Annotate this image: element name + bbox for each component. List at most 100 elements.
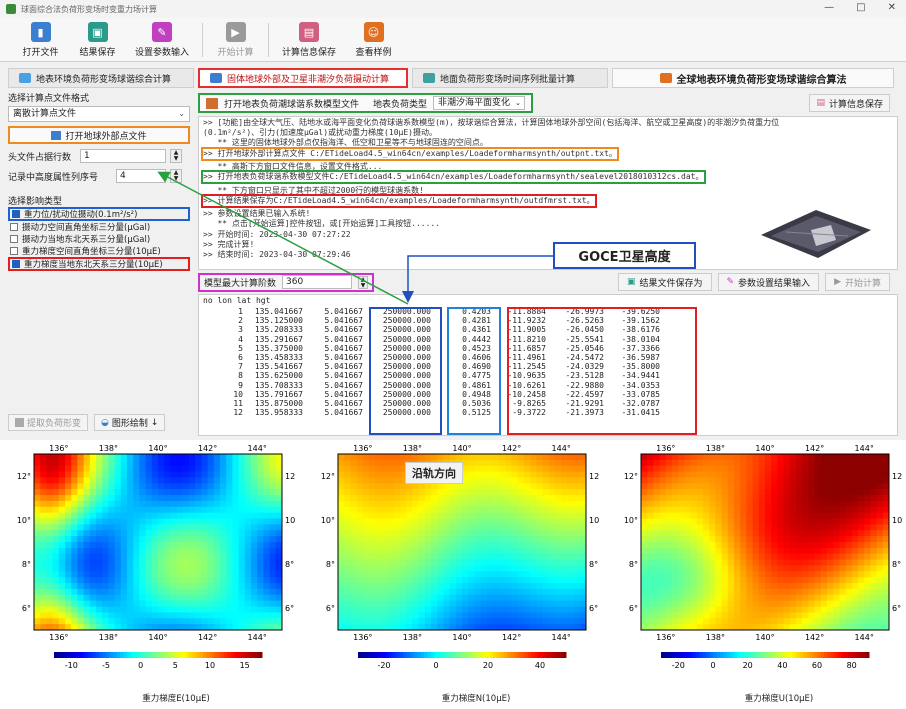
height-col-input[interactable]: 4 — [116, 169, 166, 183]
heatmap-cell — [555, 495, 562, 502]
heatmap-cell — [548, 465, 556, 473]
heatmap-cell — [783, 559, 791, 566]
checkbox[interactable] — [10, 247, 18, 255]
spinner[interactable]: ▲ ▼ — [170, 169, 182, 183]
save-calc-info-button[interactable]: ▤ 计算信息保存 — [273, 18, 345, 61]
extract-load-button[interactable]: 提取负荷形变 — [8, 414, 89, 431]
heatmap-cell — [251, 483, 258, 490]
open-external-points-button[interactable]: 打开地球外部点文件 — [8, 126, 190, 144]
heatmap-cell — [789, 465, 797, 473]
open-model-button[interactable]: 打开地表负荷潮球谐系数模型文件 — [224, 99, 360, 110]
heatmap-cell — [517, 559, 525, 566]
heatmap-cell — [344, 577, 351, 584]
heatmap-cell — [678, 489, 685, 496]
heatmap-cell — [690, 459, 698, 467]
param-settings-input-button[interactable]: ✎ 参数设置结果输入 — [717, 273, 820, 291]
colorbar-segment — [768, 652, 773, 658]
heatmap-cell — [858, 471, 865, 478]
heatmap-cell — [213, 606, 221, 613]
heatmap-cell — [827, 542, 834, 549]
effect-checkbox-xyz-force[interactable]: 摄动力空间直角坐标三分量(μGal) — [8, 221, 190, 233]
heatmap-cell — [505, 547, 513, 555]
effect-checkbox-xyz-gradient[interactable]: 重力梯度空间直角坐标三分量(10μE) — [8, 245, 190, 257]
heatmap-cell — [678, 553, 685, 561]
heatmap-cell — [876, 624, 884, 631]
checkbox[interactable] — [12, 260, 20, 268]
heatmap-cell — [499, 471, 506, 478]
heatmap-cell — [833, 612, 840, 619]
heatmap-cell — [96, 483, 103, 490]
heatmap-cell — [530, 454, 537, 461]
checkbox[interactable] — [10, 223, 18, 231]
heatmap-cell — [71, 553, 78, 561]
start-calc-small-button[interactable]: ▶ 开始计算 — [825, 273, 890, 291]
open-file-button[interactable]: ▮ 打开文件 — [12, 18, 69, 61]
spinner[interactable]: ▲ ▼ — [358, 275, 369, 289]
heatmap-cell — [864, 618, 871, 625]
heatmap-cell — [89, 618, 97, 625]
max-degree-input[interactable]: 360 — [282, 275, 353, 289]
heatmap-cell — [468, 489, 475, 496]
heatmap-cell — [690, 588, 698, 596]
heatmap-cell — [721, 524, 729, 531]
heatmap-cell — [746, 483, 754, 490]
maximize-icon[interactable]: □ — [856, 2, 866, 13]
heatmap-cell — [517, 500, 525, 508]
format-select[interactable]: 离散计算点文件 ⌄ — [8, 106, 190, 122]
heatmap-cell — [672, 571, 679, 578]
heatmap-cell — [876, 483, 884, 490]
heatmap-cell — [493, 618, 500, 625]
heatmap-cell — [133, 565, 140, 572]
save-result-button[interactable]: ▣ 结果保存 — [69, 18, 126, 61]
load-type-select[interactable]: 非潮汐海平面变化 ⌄ — [433, 96, 526, 110]
heatmap-cell — [579, 454, 587, 461]
heatmap-cell — [548, 489, 556, 496]
heatmap-cell — [864, 594, 871, 602]
minimize-icon[interactable]: — — [824, 2, 835, 13]
heatmap-cell — [752, 489, 760, 496]
heatmap-cell — [758, 612, 766, 619]
save-calc-info-small-button[interactable]: ▤ 计算信息保存 — [809, 94, 890, 112]
view-examples-button[interactable]: ☺ 查看样例 — [345, 18, 402, 61]
heatmap-cell — [746, 500, 754, 508]
spinner[interactable]: ▲ ▼ — [170, 149, 182, 163]
effect-checkbox-potential[interactable]: 重力位/扰动位摄动(0.1m²/s²) — [8, 207, 190, 221]
heatmap-cell — [65, 465, 72, 473]
heatmap-cell — [579, 465, 587, 473]
heatmap-cell — [555, 606, 562, 613]
heatmap-cell — [536, 559, 544, 566]
heatmap-cell — [393, 471, 401, 478]
checkbox[interactable] — [10, 235, 18, 243]
tab-global-algorithm[interactable]: 全球地表环境负荷形变场球谐综合算法 — [612, 68, 894, 88]
checkbox[interactable] — [12, 210, 20, 218]
heatmap-cell — [114, 530, 122, 537]
heatmap-cell — [369, 500, 376, 508]
heatmap-cell — [77, 547, 85, 555]
heatmap-cell — [387, 536, 395, 543]
heatmap-cell — [734, 547, 741, 555]
heatmap-cell — [727, 495, 735, 502]
heatmap-cell — [400, 600, 407, 608]
tab-surface-load-synthesis[interactable]: 地表环境负荷形变场球谐综合计算 — [8, 68, 194, 88]
plot-button[interactable]: ◒ 图形绘制 ↓ — [94, 414, 166, 431]
save-result-file-button[interactable]: ▣ 结果文件保存为 — [617, 273, 712, 291]
param-input-button[interactable]: ✎ 设置参数输入 — [126, 18, 198, 61]
heatmap-cell — [715, 465, 723, 473]
effect-checkbox-enu-force[interactable]: 摄动力当地东北天系三分量(μGal) — [8, 233, 190, 245]
heatmap-cell — [727, 483, 735, 490]
tab-satellite-perturbation[interactable]: 固体地球外部及卫星非潮汐负荷摄动计算 — [198, 68, 408, 88]
effect-checkbox-enu-gradient[interactable]: 重力梯度当地东北天系三分量(10μE) — [8, 257, 190, 271]
heatmap-cell — [127, 624, 134, 631]
heatmap-cell — [703, 624, 710, 631]
heatmap-cell — [752, 577, 760, 584]
heatmap-cell — [777, 588, 785, 596]
tab-time-series-batch[interactable]: 地面负荷形变场时间序列批量计算 — [412, 68, 608, 88]
header-rows-input[interactable]: 1 — [80, 149, 166, 163]
heatmap-cell — [424, 542, 432, 549]
table-cell: 5.041667 — [324, 362, 363, 372]
heatmap-cell — [684, 624, 692, 631]
start-calc-button[interactable]: ▶ 开始计算 — [207, 18, 264, 61]
close-icon[interactable]: ✕ — [887, 2, 896, 13]
heatmap-cell — [418, 624, 426, 631]
heatmap-cell — [449, 495, 457, 502]
